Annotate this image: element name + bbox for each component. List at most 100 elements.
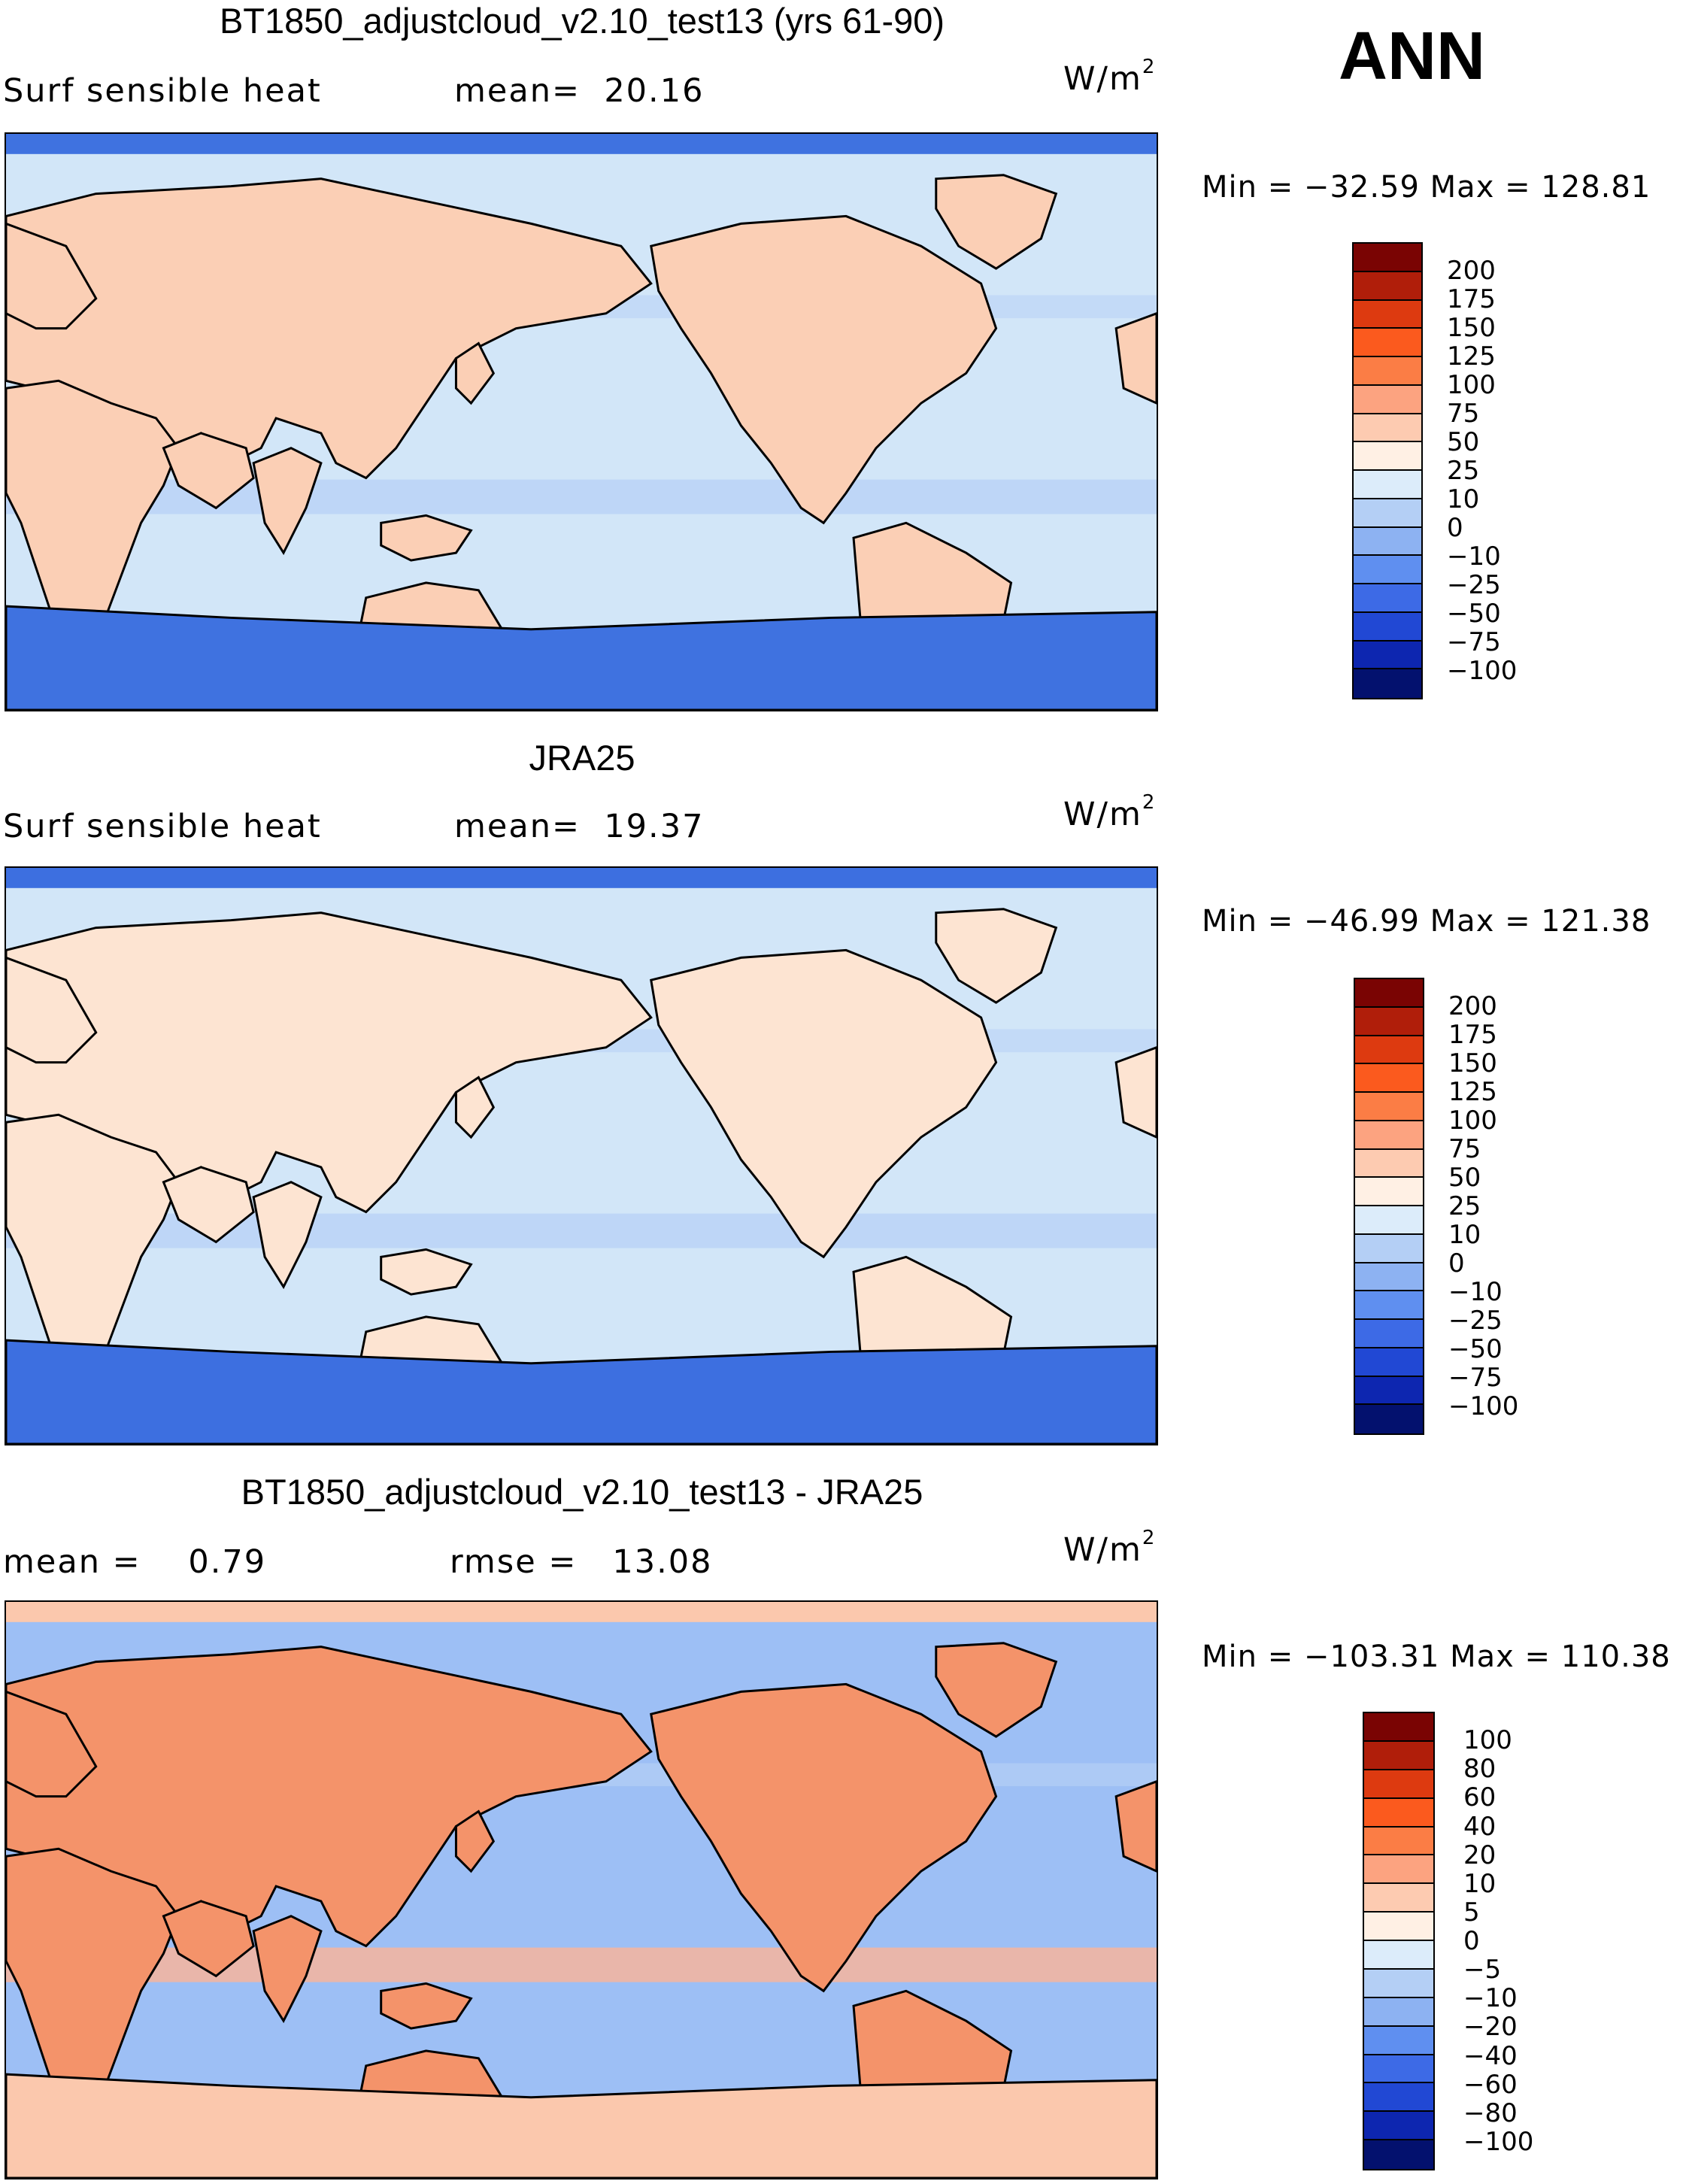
colorbar-swatch: [1364, 1855, 1433, 1885]
colorbar-swatch: [1364, 2055, 1433, 2084]
min-max-label: Min = −32.59 Max = 128.81: [1202, 170, 1651, 205]
arabia-land: [162, 432, 255, 510]
africa-land: [6, 1113, 180, 1394]
colorbar-tick-label: −75: [1447, 627, 1501, 657]
colorbar-tick-label: 5: [1463, 1897, 1480, 1928]
colorbar-tick-label: 10: [1463, 1868, 1496, 1899]
colorbar-swatch: [1364, 1997, 1433, 2027]
colorbar-tick-label: −60: [1463, 2069, 1518, 2100]
colorbar-swatch: [1354, 414, 1421, 443]
colorbar-swatch: [1354, 471, 1421, 499]
far-east-land: [1114, 312, 1157, 405]
greenland-land: [935, 1642, 1058, 1738]
colorbar-swatch: [1354, 244, 1421, 272]
colorbar-swatch: [1355, 1405, 1423, 1433]
colorbar-tick-label: 10: [1448, 1220, 1481, 1250]
colorbar-tick-label: 150: [1448, 1048, 1497, 1078]
colorbar-tick-label: 100: [1448, 1106, 1497, 1136]
colorbar-tick-label: −50: [1447, 599, 1501, 629]
arabia-land: [162, 1900, 255, 1978]
colorbar-swatch: [1355, 1263, 1423, 1292]
indonesia-land: [380, 514, 473, 562]
colorbar-tick-label: 125: [1447, 341, 1496, 372]
colorbar-swatch: [1355, 1149, 1423, 1178]
colorbar-swatch: [1355, 1064, 1423, 1093]
min-max-label: Min = −46.99 Max = 121.38: [1202, 904, 1651, 939]
japan-land: [454, 341, 496, 405]
colorbar-tick-label: −10: [1447, 541, 1501, 572]
colorbar-swatch: [1355, 1348, 1423, 1377]
colorbar-swatch: [1355, 1376, 1423, 1406]
colorbar-tick-label: −80: [1463, 2098, 1518, 2128]
greenland-land: [935, 908, 1058, 1004]
mean-label: mean= 20.16: [454, 72, 705, 110]
colorbar-tick-label: −50: [1448, 1334, 1503, 1364]
colorbar-swatch: [1354, 499, 1421, 528]
colorbar-swatch: [1354, 442, 1421, 471]
colorbar-swatch: [1364, 2112, 1433, 2141]
colorbar-swatch: [1354, 612, 1421, 642]
indonesia-land: [380, 1248, 473, 1296]
colorbar-swatch: [1354, 556, 1421, 584]
colorbar-swatch: [1355, 1320, 1423, 1348]
colorbar-tick-label: 0: [1447, 513, 1463, 543]
colorbar-swatch: [1364, 1770, 1433, 1799]
colorbar-tick-label: 50: [1448, 1163, 1481, 1193]
colorbar-tick-label: 60: [1463, 1782, 1496, 1813]
far-east-land: [1114, 1046, 1157, 1139]
variable-label: Surf sensible heat: [3, 72, 322, 110]
colorbar-swatch: [1354, 357, 1421, 386]
colorbar-tick-label: 75: [1447, 399, 1480, 429]
colorbar-tick-label: 25: [1448, 1191, 1481, 1221]
colorbar-swatch: [1354, 641, 1421, 670]
india-land: [252, 1181, 323, 1290]
map-obs: [5, 866, 1158, 1445]
colorbar-swatch: [1354, 527, 1421, 557]
colorbar-tick-label: 0: [1448, 1248, 1465, 1279]
india-land: [252, 1915, 323, 2024]
arabia-land: [162, 1166, 255, 1244]
colorbar-tick-label: 50: [1447, 427, 1480, 457]
colorbar-swatch: [1355, 1036, 1423, 1065]
colorbar-tick-label: −10: [1448, 1277, 1503, 1307]
colorbar-swatch: [1364, 1827, 1433, 1856]
colorbar-swatch: [1355, 1206, 1423, 1235]
mean-label: mean= 19.37: [454, 808, 705, 845]
colorbar-swatch: [1354, 300, 1421, 329]
colorbar: [1352, 242, 1423, 699]
arctic-band: [6, 1602, 1157, 1622]
colorbar-tick-label: −100: [1448, 1391, 1519, 1421]
colorbar-tick-label: −10: [1463, 1983, 1518, 2014]
colorbar-swatch: [1354, 385, 1421, 414]
greenland-land: [935, 174, 1058, 270]
colorbar-tick-label: 20: [1463, 1840, 1496, 1870]
map-diff: [5, 1600, 1158, 2179]
colorbar-tick-label: 150: [1447, 313, 1496, 343]
colorbar-tick-label: −25: [1448, 1306, 1503, 1336]
europe-land: [6, 222, 98, 330]
colorbar-tick-label: 200: [1448, 991, 1497, 1021]
colorbar-tick-label: −75: [1448, 1363, 1503, 1393]
panel-title: JRA25: [529, 738, 635, 778]
colorbar-swatch: [1364, 2140, 1433, 2169]
colorbar-tick-label: 175: [1448, 1020, 1497, 1050]
colorbar-swatch: [1354, 584, 1421, 613]
colorbar-swatch: [1354, 669, 1421, 698]
units-label: W/m2: [1063, 1527, 1157, 1569]
colorbar-swatch: [1364, 1741, 1433, 1770]
colorbar-tick-label: 10: [1447, 484, 1480, 514]
europe-land: [6, 956, 98, 1064]
colorbar-tick-label: −25: [1447, 570, 1501, 600]
colorbar-tick-label: −5: [1463, 1955, 1502, 1985]
colorbar-swatch: [1355, 1178, 1423, 1206]
colorbar-tick-label: −20: [1463, 2012, 1518, 2043]
japan-land: [454, 1809, 496, 1873]
colorbar-swatch: [1364, 1913, 1433, 1941]
antarctica-land: [6, 2073, 1157, 2178]
colorbar-swatch: [1364, 1969, 1433, 1998]
africa-land: [6, 1847, 180, 2128]
north-america-land: [650, 948, 998, 1259]
colorbar-swatch: [1355, 1093, 1423, 1121]
arctic-band: [6, 134, 1157, 154]
colorbar-swatch: [1355, 979, 1423, 1008]
